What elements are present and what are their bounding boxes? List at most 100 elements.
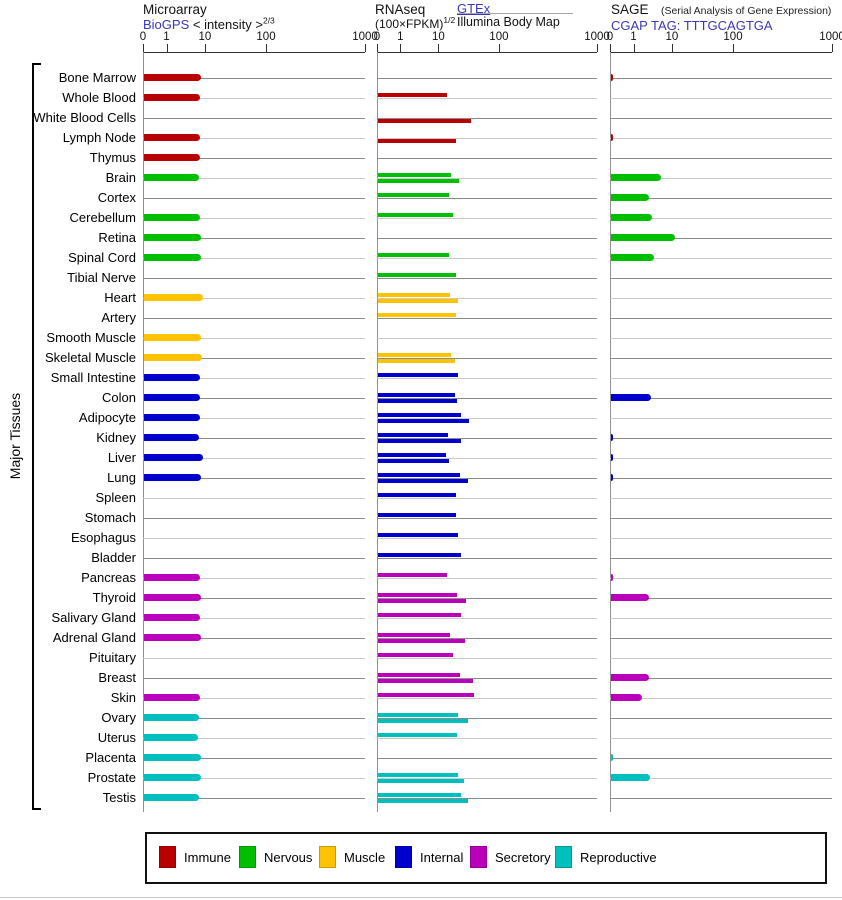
bar-microarray xyxy=(144,234,202,241)
bar-rnaseq-gtex xyxy=(378,533,458,537)
rnaseq-scale-label: (100×FPKM) xyxy=(375,17,444,31)
tissue-label: Adipocyte xyxy=(78,410,136,425)
legend-label: Nervous xyxy=(264,850,313,865)
grid-line xyxy=(377,538,597,539)
bar-sage xyxy=(611,394,652,401)
grid-line xyxy=(143,378,365,379)
bar-sage xyxy=(611,474,614,481)
axis-tick-label: 0 xyxy=(373,31,381,43)
bar-rnaseq-illumina xyxy=(378,139,457,143)
bar-rnaseq-gtex xyxy=(378,613,462,617)
grid-line xyxy=(143,238,365,239)
grid-line xyxy=(377,438,597,439)
bar-rnaseq-illumina xyxy=(378,719,469,723)
bar-rnaseq-gtex xyxy=(378,733,457,737)
grid-line xyxy=(143,778,365,779)
bar-microarray xyxy=(144,354,203,361)
biogps-link[interactable]: BioGPS xyxy=(143,17,190,32)
tissue-label: Lymph Node xyxy=(62,130,136,145)
grid-line xyxy=(610,678,832,679)
grid-line xyxy=(143,478,365,479)
grid-line xyxy=(377,138,597,139)
grid-line xyxy=(143,318,365,319)
axis-tick-label: 1 xyxy=(163,31,170,43)
tissue-label: Prostate xyxy=(87,770,136,785)
bar-microarray xyxy=(144,134,200,141)
grid-line xyxy=(610,378,832,379)
grid-line xyxy=(610,438,832,439)
rnaseq-subtitle: (100×FPKM)1/2 xyxy=(375,15,456,31)
sage-title: SAGE xyxy=(611,2,649,17)
tissue-label: Salivary Gland xyxy=(51,610,136,625)
grid-line xyxy=(143,558,365,559)
grid-line xyxy=(610,598,832,599)
grid-line xyxy=(143,738,365,739)
tissue-label: Skeletal Muscle xyxy=(44,350,136,365)
grid-line xyxy=(377,378,597,379)
grid-line xyxy=(610,778,832,779)
axis-tick xyxy=(166,44,168,52)
bar-microarray xyxy=(144,154,200,161)
tissue-label: Spinal Cord xyxy=(68,250,136,265)
axis-zero-spine-rnaseq xyxy=(377,52,378,812)
tissues-bracket-bottom-arm xyxy=(32,808,41,810)
grid-line xyxy=(143,638,365,639)
grid-line xyxy=(610,398,832,399)
grid-line xyxy=(143,138,365,139)
grid-line xyxy=(377,298,597,299)
grid-line xyxy=(143,718,365,719)
bar-rnaseq-gtex xyxy=(378,173,451,177)
grid-line xyxy=(610,138,832,139)
bar-rnaseq-gtex xyxy=(378,473,461,477)
grid-line xyxy=(610,798,832,799)
microarray-subtitle: BioGPS < intensity >2/3 xyxy=(143,16,275,32)
axis-zero-spine-sage xyxy=(610,52,611,812)
tissue-label: Liver xyxy=(107,450,136,465)
bar-rnaseq-illumina xyxy=(378,439,462,443)
bar-rnaseq-gtex xyxy=(378,553,462,557)
bar-microarray xyxy=(144,734,199,741)
tissues-bracket-vertical xyxy=(32,63,34,810)
bar-sage xyxy=(611,254,654,261)
grid-line xyxy=(143,218,365,219)
bar-microarray xyxy=(144,714,199,721)
bar-rnaseq-gtex xyxy=(378,673,461,677)
bar-rnaseq-gtex xyxy=(378,573,448,577)
bar-sage xyxy=(611,574,614,581)
axis-tick-label: 1000 xyxy=(819,31,842,43)
grid-line xyxy=(377,558,597,559)
axis-tick xyxy=(365,44,366,52)
legend-label: Secretory xyxy=(495,850,551,865)
grid-line xyxy=(377,358,597,359)
axis-tick-label: 100 xyxy=(489,31,509,43)
bar-rnaseq-illumina xyxy=(378,479,469,483)
grid-line xyxy=(610,418,832,419)
grid-line xyxy=(610,718,832,719)
grid-line xyxy=(143,278,365,279)
bar-rnaseq-gtex xyxy=(378,593,457,597)
axis-tick-label: 10 xyxy=(665,31,679,43)
axis-line-sage xyxy=(610,52,832,53)
grid-line xyxy=(610,258,832,259)
grid-line xyxy=(377,238,597,239)
cgap-tag-link[interactable]: CGAP TAG: TTTGCAGTGA xyxy=(611,18,773,33)
gtex-link[interactable]: GTEx xyxy=(457,1,491,16)
axis-tick-label: 1000 xyxy=(584,31,610,43)
bar-rnaseq-gtex xyxy=(378,293,450,297)
tissue-label: Tibial Nerve xyxy=(67,270,136,285)
rnaseq-sources-divider xyxy=(457,13,573,14)
grid-line xyxy=(377,418,597,419)
grid-line xyxy=(610,658,832,659)
grid-line xyxy=(610,618,832,619)
bar-rnaseq-gtex xyxy=(378,213,453,217)
axis-tick-label: 10 xyxy=(431,31,445,43)
bar-rnaseq-illumina xyxy=(378,599,466,603)
bar-microarray xyxy=(144,414,200,421)
tissue-label: Uterus xyxy=(97,730,136,745)
grid-line xyxy=(143,358,365,359)
page-bottom-divider xyxy=(0,897,842,898)
tissue-label: Placenta xyxy=(85,750,136,765)
grid-line xyxy=(610,638,832,639)
rnaseq-scale-exponent: 1/2 xyxy=(443,15,456,25)
bar-rnaseq-gtex xyxy=(378,653,453,657)
